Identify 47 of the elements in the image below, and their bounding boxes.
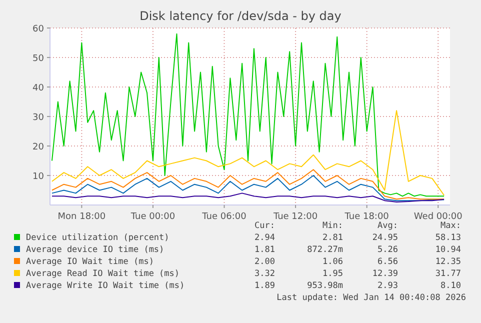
- x-tick-label: Tue 06:00: [201, 212, 247, 222]
- legend-label: Average device IO time (ms): [26, 245, 164, 255]
- text: 1.89: [254, 281, 275, 291]
- text: 58.13: [435, 233, 461, 243]
- text: 24.95: [372, 233, 398, 243]
- legend-label: Average Write IO Wait time (ms): [26, 281, 185, 291]
- legend-label: Device utilization (percent): [26, 233, 170, 243]
- line-series: [51, 192, 445, 203]
- legend-label: Average IO Wait time (ms): [26, 257, 154, 267]
- text: Last update: Wed Jan 14 00:40:08 2026: [276, 293, 466, 303]
- text: 8.10: [440, 281, 461, 291]
- x-tick-label: Tue 00:00: [130, 212, 176, 222]
- text: 12.35: [435, 257, 461, 267]
- text: 953.98m: [307, 281, 343, 291]
- text: 1.81: [254, 245, 275, 255]
- y-tick-label: 50: [32, 54, 44, 64]
- text: 2.94: [254, 233, 275, 243]
- line-series: [51, 33, 445, 197]
- text: Cur:: [254, 221, 275, 231]
- text: 6.56: [378, 257, 398, 267]
- y-tick-label: 10: [32, 172, 44, 182]
- text: 872.27m: [307, 245, 343, 255]
- text: 31.77: [435, 269, 461, 279]
- y-tick-label: 20: [32, 142, 44, 152]
- text: 2.00: [254, 257, 275, 267]
- text: 2.93: [378, 281, 398, 291]
- y-tick-label: 40: [32, 84, 44, 94]
- text: 12.39: [372, 269, 398, 279]
- text: Min:: [322, 221, 343, 231]
- y-tick-label: 60: [32, 24, 44, 34]
- text: 1.95: [322, 269, 343, 279]
- text: 1.06: [322, 257, 343, 267]
- x-tick-label: Wed 00:00: [414, 212, 463, 222]
- y-tick-label: 30: [32, 113, 44, 123]
- text: Max:: [440, 221, 461, 231]
- text: 2.81: [322, 233, 343, 243]
- legend-label: Average Read IO Wait time (ms): [26, 269, 180, 279]
- x-tick-label: Tue 12:00: [272, 212, 318, 222]
- x-tick-label: Mon 18:00: [58, 212, 106, 222]
- text: 3.32: [254, 269, 275, 279]
- chart-title: Disk latency for /dev/sda - by day: [140, 9, 342, 23]
- line-series: [51, 110, 445, 196]
- text: Avg:: [378, 221, 398, 231]
- text: 10.94: [435, 245, 461, 255]
- text: 5.26: [378, 245, 398, 255]
- line-series: [51, 169, 445, 200]
- x-tick-label: Tue 18:00: [344, 212, 390, 222]
